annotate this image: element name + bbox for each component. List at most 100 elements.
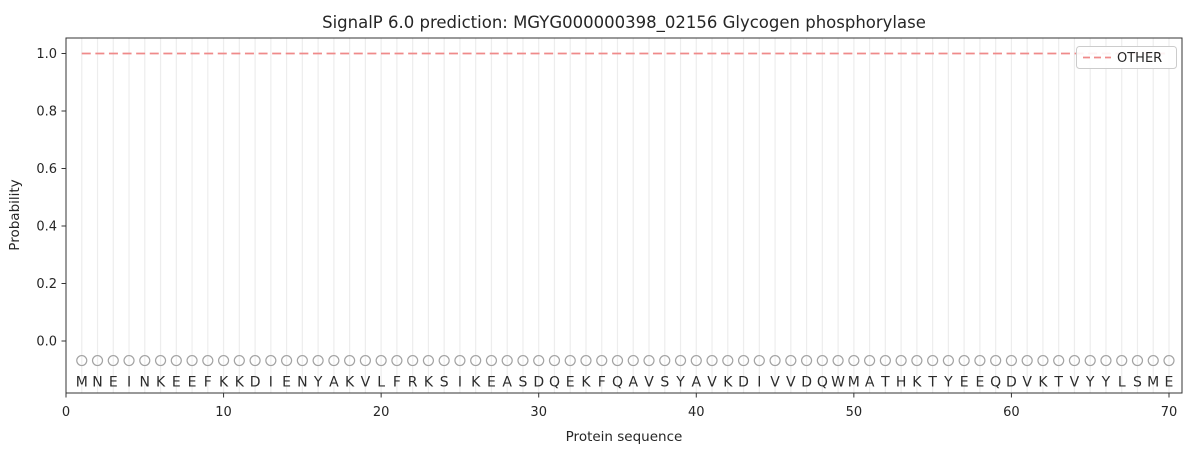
residue-letter: F	[393, 375, 401, 391]
residue-letter: Y	[313, 375, 323, 391]
residue-letter: Q	[817, 375, 828, 391]
residue-letter: A	[628, 375, 638, 391]
residue-marker	[107, 354, 119, 367]
residue-marker	[1084, 354, 1096, 367]
residue-letter: I	[127, 375, 131, 391]
residue-letter: Q	[612, 375, 623, 391]
residue-marker	[580, 354, 592, 367]
residue-marker	[249, 354, 261, 367]
residue-letter: K	[156, 375, 166, 391]
residue-marker	[391, 354, 403, 367]
residue-marker	[753, 354, 765, 367]
residue-marker	[1068, 354, 1081, 367]
residue-marker	[690, 354, 702, 367]
residue-letter: W	[831, 375, 845, 391]
residue-marker	[627, 354, 639, 367]
x-tick-label: 40	[688, 405, 705, 420]
residue-marker	[816, 354, 828, 367]
residue-letter: N	[140, 375, 150, 391]
residue-letter: Q	[990, 375, 1001, 391]
residue-marker	[1037, 354, 1049, 367]
residue-marker	[328, 354, 340, 367]
residue-letter: V	[770, 375, 780, 391]
residue-marker	[737, 354, 750, 367]
residue-letter: V	[707, 375, 717, 391]
residue-marker	[942, 354, 954, 367]
residue-marker	[1053, 354, 1065, 367]
residue-marker	[800, 354, 813, 367]
residue-marker	[958, 354, 970, 367]
residue-marker	[501, 354, 513, 367]
residue-letter: D	[738, 375, 749, 391]
residue-letter: M	[1147, 375, 1159, 391]
x-tick-label: 70	[1161, 405, 1178, 420]
residue-marker	[470, 354, 482, 367]
residue-letter: Y	[943, 375, 953, 391]
residue-letter: A	[329, 375, 339, 391]
residue-letter: I	[269, 375, 273, 391]
page-title: SignalP 6.0 prediction: MGYG000000398_02…	[322, 13, 926, 33]
residue-marker	[706, 354, 718, 367]
residue-letter: S	[519, 375, 528, 391]
residue-marker	[202, 354, 214, 367]
residue-marker	[91, 354, 104, 367]
residue-marker	[375, 354, 387, 367]
residue-letter: D	[801, 375, 812, 391]
residue-marker	[832, 354, 844, 367]
plot-border	[65, 37, 1183, 394]
residue-marker	[548, 354, 561, 367]
residue-marker	[596, 354, 608, 367]
residue-letter: E	[188, 375, 197, 391]
residue-marker	[296, 354, 308, 367]
residue-letter: M	[848, 375, 860, 391]
residue-marker	[564, 354, 576, 367]
x-axis-label: Protein sequence	[566, 429, 683, 445]
residue-letter: F	[598, 375, 606, 391]
residue-marker	[123, 354, 135, 367]
residue-letter: A	[865, 375, 875, 391]
residue-marker	[611, 354, 624, 367]
residue-letter: A	[502, 375, 512, 391]
x-tick-label: 60	[1003, 405, 1020, 420]
residue-marker	[879, 354, 891, 367]
residue-letter: E	[487, 375, 496, 391]
residue-marker	[895, 354, 907, 367]
residue-marker	[186, 354, 198, 367]
residue-letter: T	[1053, 375, 1063, 391]
legend-box	[1076, 46, 1177, 69]
residue-marker	[769, 354, 781, 367]
residue-letter: H	[896, 375, 907, 391]
residue-letter: K	[1038, 375, 1048, 391]
residue-marker	[911, 354, 923, 367]
residue-marker	[170, 354, 182, 367]
y-tick-label: 1.0	[36, 47, 57, 62]
residue-letter: K	[912, 375, 922, 391]
residue-marker	[785, 354, 797, 367]
residue-letter: S	[660, 375, 669, 391]
residue-marker	[722, 354, 734, 367]
residue-letter: V	[361, 375, 371, 391]
residue-letter: K	[723, 375, 733, 391]
residue-marker	[659, 354, 671, 367]
residue-letter: R	[408, 375, 418, 391]
residue-marker	[344, 354, 356, 367]
x-tick-label: 20	[373, 405, 390, 420]
residue-letter: N	[297, 375, 307, 391]
residue-marker	[359, 354, 371, 367]
x-tick-label: 30	[530, 405, 547, 420]
y-tick-label: 0.0	[36, 335, 57, 350]
residue-letter: M	[76, 375, 88, 391]
residue-letter: E	[960, 375, 969, 391]
residue-letter: K	[581, 375, 591, 391]
residue-marker	[422, 354, 435, 367]
residue-marker	[533, 354, 545, 367]
residue-letter: E	[566, 375, 575, 391]
residue-marker	[139, 354, 151, 367]
residue-letter: T	[927, 375, 937, 391]
residue-letter: V	[786, 375, 796, 391]
x-tick-label: 0	[62, 405, 70, 420]
residue-letter: K	[235, 375, 245, 391]
legend-other-label: OTHER	[1117, 51, 1162, 66]
